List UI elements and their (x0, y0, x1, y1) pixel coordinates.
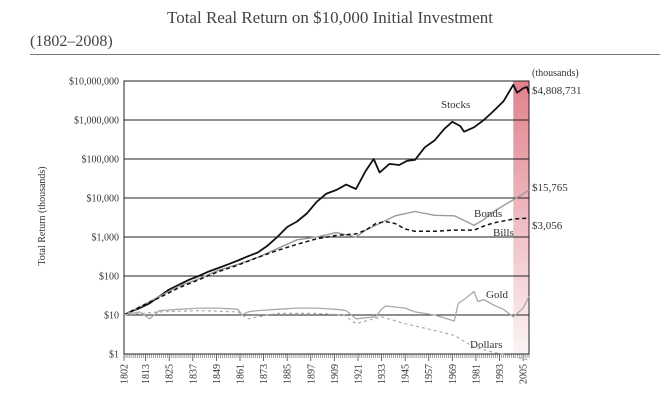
series-label-dollars: Dollars (470, 339, 502, 351)
series-line-gold (123, 290, 530, 322)
x-tick-label: 1825 (165, 364, 176, 384)
series-label-bonds: Bonds (474, 208, 502, 220)
x-tick-label: 1837 (188, 364, 199, 384)
y-tick-label: $1,000,000 (74, 116, 119, 127)
x-axis: 1802 1813 1825 1837 1849 1861 1873 1885 1897 1909… (120, 354, 530, 384)
title-rule (30, 54, 660, 55)
x-tick-label: 1957 (424, 364, 435, 384)
y-tick-label: $10,000,000 (69, 77, 119, 88)
x-tick-label: 1897 (306, 364, 317, 384)
y-tick-label: $100,000 (82, 155, 120, 166)
x-tick-label: 1933 (377, 364, 388, 384)
plot-frame (123, 80, 530, 355)
x-tick-label: 1981 (471, 364, 482, 384)
series-line-bills (123, 217, 530, 316)
x-tick-label: 2005 (519, 364, 530, 384)
x-tick-label: 1885 (283, 364, 294, 384)
end-value-bonds: $15,765 (532, 182, 568, 194)
x-tick-label: 1813 (141, 364, 152, 384)
chart-title: Total Real Return on $10,000 Initial Inv… (167, 8, 493, 27)
series-layer (123, 83, 530, 361)
y-axis: $1 $10 $100 $1,000 $10,000 $100,000 $1,000,000… (69, 77, 119, 361)
units-note: (thousands) (532, 68, 579, 79)
y-tick-label: $1,000 (92, 233, 120, 244)
y-axis-label: Total Return (thousands) (37, 166, 48, 265)
series-line-stocks (123, 83, 530, 316)
end-value-bills: $3,056 (532, 220, 563, 232)
x-tick-label: 1802 (120, 364, 131, 384)
series-line-bonds (123, 189, 530, 316)
chart-subtitle: (1802–2008) (30, 33, 113, 50)
x-tick-label: 1969 (448, 364, 459, 384)
y-tick-label: $10 (104, 311, 119, 322)
y-tick-label: $1 (109, 350, 119, 361)
series-line-dollars (123, 310, 530, 361)
highlight-layer (513, 81, 529, 354)
x-tick-label: 1921 (353, 364, 364, 384)
series-label-stocks: Stocks (441, 99, 470, 111)
highlight-band (513, 81, 529, 354)
grid-layer (124, 119, 529, 316)
y-tick-label: $10,000 (87, 194, 120, 205)
series-label-bills: Bills (493, 227, 514, 239)
x-tick-label: 1909 (330, 364, 341, 384)
end-value-stocks: $4,808,731 (532, 85, 582, 97)
y-tick-label: $100 (99, 272, 119, 283)
x-tick-label: 1945 (401, 364, 412, 384)
x-tick-label: 1849 (212, 364, 223, 384)
label-layer: Stocks Bonds Bills Gold Dollars $4,808,731 $15… (441, 85, 582, 351)
x-tick-label: 1861 (235, 364, 246, 384)
x-tick-label: 1993 (495, 364, 506, 384)
x-tick-label: 1873 (259, 364, 270, 384)
series-label-gold: Gold (486, 289, 509, 301)
